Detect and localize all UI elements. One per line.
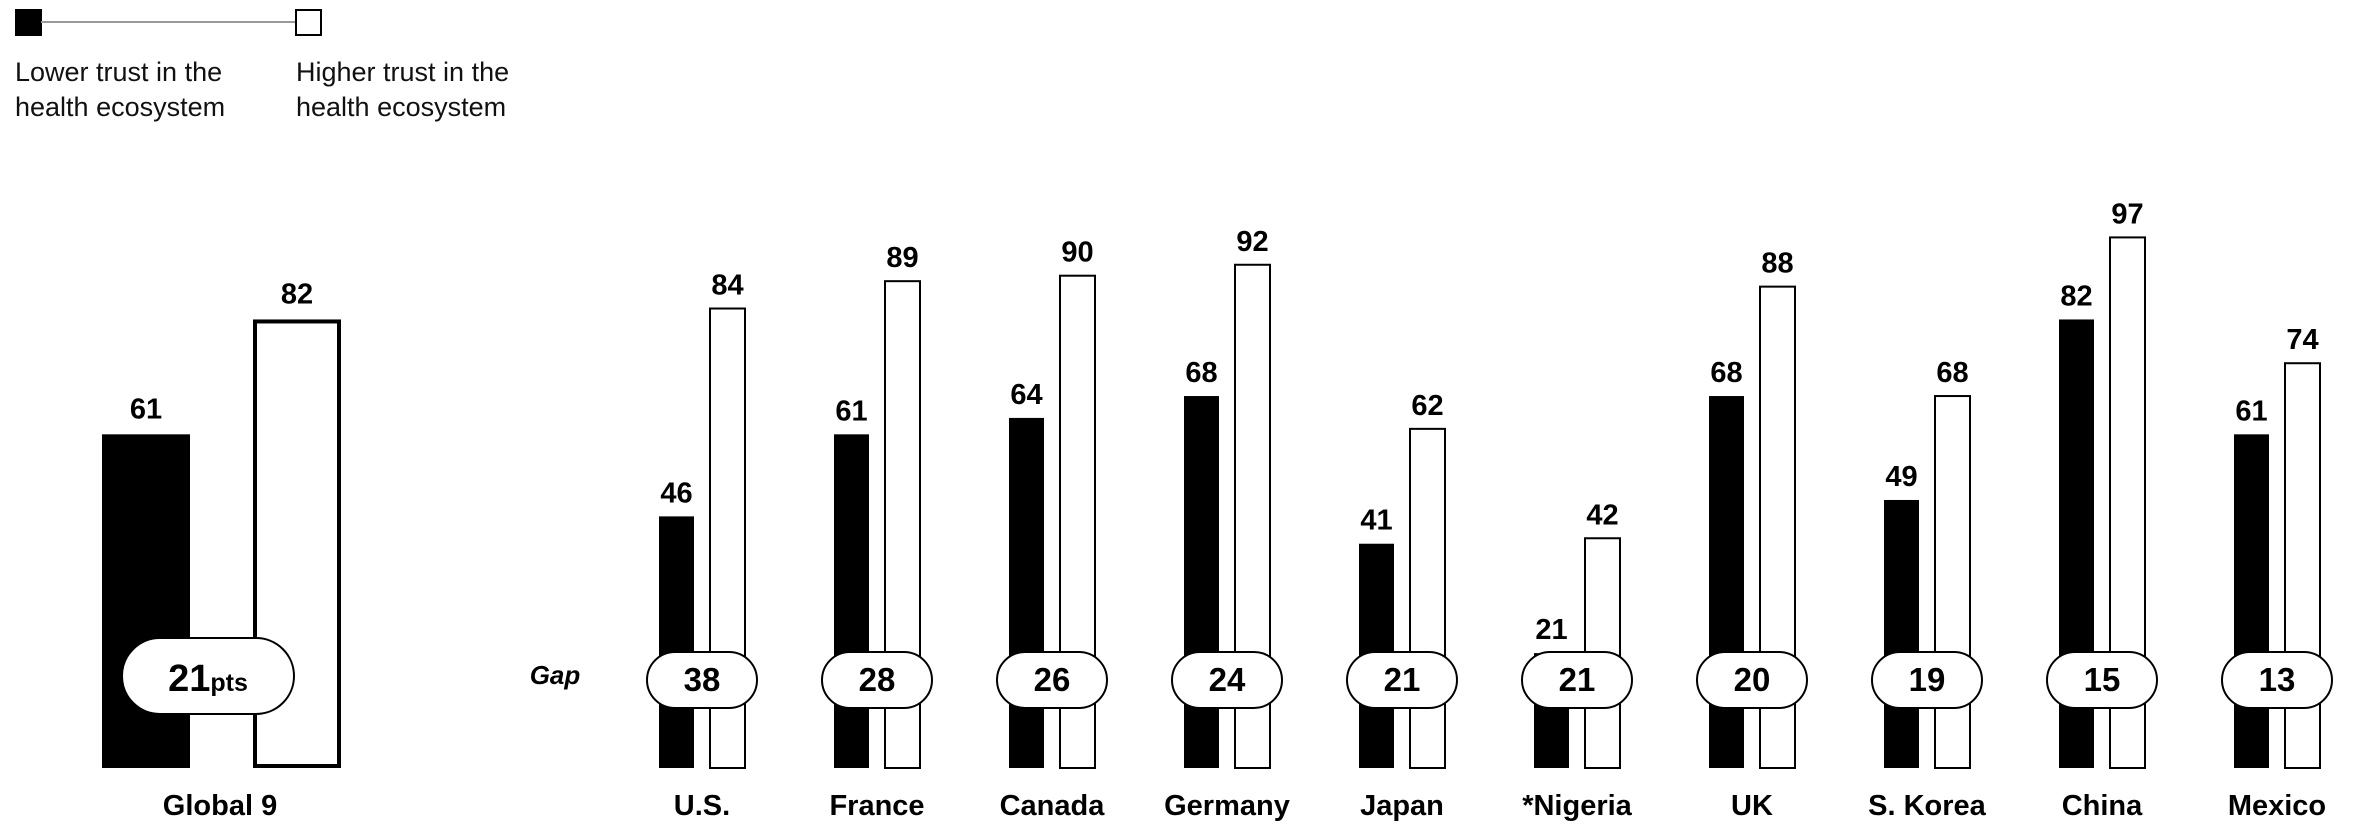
- gap-value-4: 21: [1384, 661, 1421, 698]
- data-label-higher-2: 90: [1061, 237, 1093, 269]
- legend-lower-label: Lower trust in the health ecosystem: [15, 55, 225, 125]
- gap-value-2: 26: [1034, 661, 1071, 698]
- data-label-higher-3: 92: [1236, 226, 1268, 258]
- bar-lower-0: [659, 516, 694, 768]
- data-label-lower-3: 68: [1185, 357, 1217, 389]
- category-label-9: Mexico: [2228, 790, 2326, 822]
- gap-pill-5: [1521, 651, 1633, 709]
- gap-pill-6: [1696, 651, 1808, 709]
- legend-lower-swatch: [15, 9, 42, 36]
- gap-value-5: 21: [1559, 661, 1596, 698]
- bar-lower-1: [834, 434, 869, 768]
- bar-lower-2: [1009, 417, 1044, 768]
- gap-value-9: 13: [2259, 661, 2296, 698]
- data-label-higher-6: 88: [1761, 248, 1793, 280]
- category-label-4: Japan: [1360, 790, 1444, 822]
- category-label-0: U.S.: [674, 790, 730, 822]
- bar-higher-7: [1934, 395, 1971, 769]
- category-label-1: France: [829, 790, 924, 822]
- data-label-lower-6: 68: [1710, 357, 1742, 389]
- gap-value-1: 28: [859, 661, 896, 698]
- data-label-higher-1: 89: [886, 242, 918, 274]
- gap-value-6: 20: [1734, 661, 1771, 698]
- category-label-7: S. Korea: [1868, 790, 1987, 822]
- gap-pill-1: [821, 651, 933, 709]
- gap-value-0: 38: [684, 661, 721, 698]
- gap-pill-global: [121, 637, 295, 715]
- data-label-lower-7: 49: [1885, 461, 1917, 493]
- gap-value-8: 15: [2084, 661, 2121, 698]
- data-label-higher-0: 84: [711, 270, 743, 302]
- bar-higher-4: [1409, 427, 1446, 769]
- legend-higher-label: Higher trust in the health ecosystem: [296, 55, 509, 125]
- gap-value-global: 21pts: [168, 658, 248, 700]
- gap-pill-8: [2046, 651, 2158, 709]
- gap-pill-3: [1171, 651, 1283, 709]
- gap-row-label: Gap: [530, 660, 581, 690]
- legend-higher-line2: health ecosystem: [296, 92, 507, 122]
- bar-lower-3: [1184, 396, 1219, 768]
- category-label-8: China: [2062, 790, 2143, 822]
- data-label-lower-8: 82: [2060, 280, 2092, 312]
- gap-pill-0: [646, 651, 758, 709]
- bar-lower-7: [1884, 499, 1919, 768]
- gap-pill-2: [996, 651, 1108, 709]
- category-label-2: Canada: [1000, 790, 1106, 822]
- data-label-higher-7: 68: [1936, 357, 1968, 389]
- data-label-higher-5: 42: [1586, 499, 1618, 531]
- chart-marks: 61 82 21pts Global 9 Gap 46 84 38 U.S. 61 89 28 Fran…: [102, 198, 2333, 822]
- legend-lower-line1: Lower trust in the: [15, 57, 223, 87]
- category-label-5: *Nigeria: [1522, 790, 1632, 822]
- bar-lower-9: [2234, 434, 2269, 768]
- data-label-global-higher: 82: [281, 278, 313, 310]
- data-label-lower-2: 64: [1010, 379, 1042, 411]
- legend-higher-swatch: [295, 9, 322, 36]
- data-label-lower-9: 61: [2235, 395, 2267, 427]
- category-label-global: Global 9: [163, 790, 277, 822]
- data-label-lower-0: 46: [660, 477, 692, 509]
- gap-pill-7: [1871, 651, 1983, 709]
- gap-value-3: 24: [1209, 661, 1246, 698]
- data-label-lower-5: 21: [1535, 614, 1567, 646]
- legend-lower-line2: health ecosystem: [15, 92, 226, 122]
- category-label-3: Germany: [1164, 790, 1290, 822]
- bar-global-lower: [102, 434, 190, 768]
- legend-higher-line1: Higher trust in the: [296, 57, 510, 87]
- data-label-global-lower: 61: [130, 393, 162, 425]
- gap-pill-9: [2221, 651, 2333, 709]
- data-label-lower-4: 41: [1360, 505, 1392, 537]
- data-label-higher-9: 74: [2286, 324, 2318, 356]
- gap-pill-4: [1346, 651, 1458, 709]
- bar-lower-6: [1709, 396, 1744, 768]
- data-label-higher-4: 62: [1411, 390, 1443, 422]
- data-label-higher-8: 97: [2111, 198, 2143, 230]
- category-label-6: UK: [1731, 790, 1773, 822]
- data-label-lower-1: 61: [835, 395, 867, 427]
- gap-value-7: 19: [1909, 661, 1946, 698]
- legend-marker-group: [15, 9, 322, 36]
